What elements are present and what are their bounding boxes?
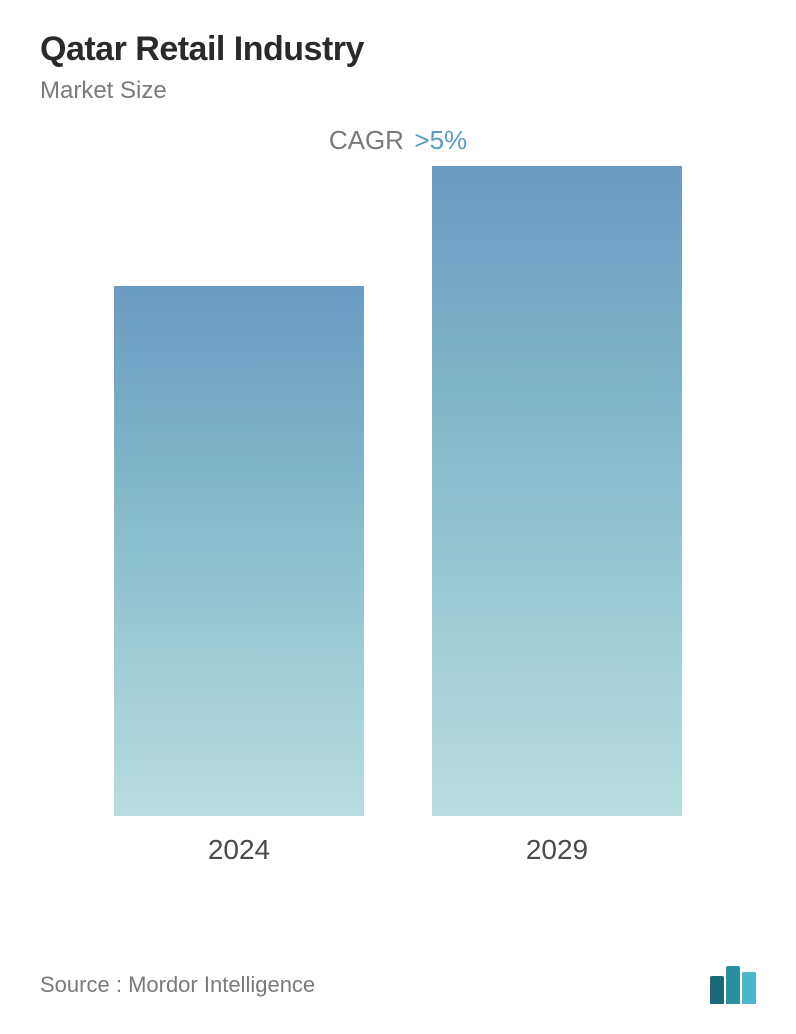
cagr-container: CAGR >5%: [40, 125, 756, 156]
bar-2029: [432, 166, 682, 816]
bar-2024: [114, 286, 364, 816]
cagr-value: >5%: [414, 125, 467, 155]
chart-subtitle: Market Size: [40, 77, 756, 105]
bar-wrapper-2029: 2029: [432, 166, 682, 866]
logo-bar-3: [742, 972, 756, 1004]
chart-area: 2024 2029: [40, 186, 756, 866]
logo-bar-1: [710, 976, 724, 1004]
footer: Source : Mordor Intelligence: [40, 966, 756, 1004]
bar-label-2029: 2029: [526, 834, 588, 866]
bar-wrapper-2024: 2024: [114, 286, 364, 866]
chart-title: Qatar Retail Industry: [40, 30, 756, 69]
bar-label-2024: 2024: [208, 834, 270, 866]
source-label: Source :: [40, 972, 122, 997]
source-name: Mordor Intelligence: [128, 972, 315, 997]
cagr-label: CAGR: [329, 125, 404, 155]
logo-bar-2: [726, 966, 740, 1004]
mordor-logo-icon: [710, 966, 756, 1004]
source-text: Source : Mordor Intelligence: [40, 972, 315, 998]
